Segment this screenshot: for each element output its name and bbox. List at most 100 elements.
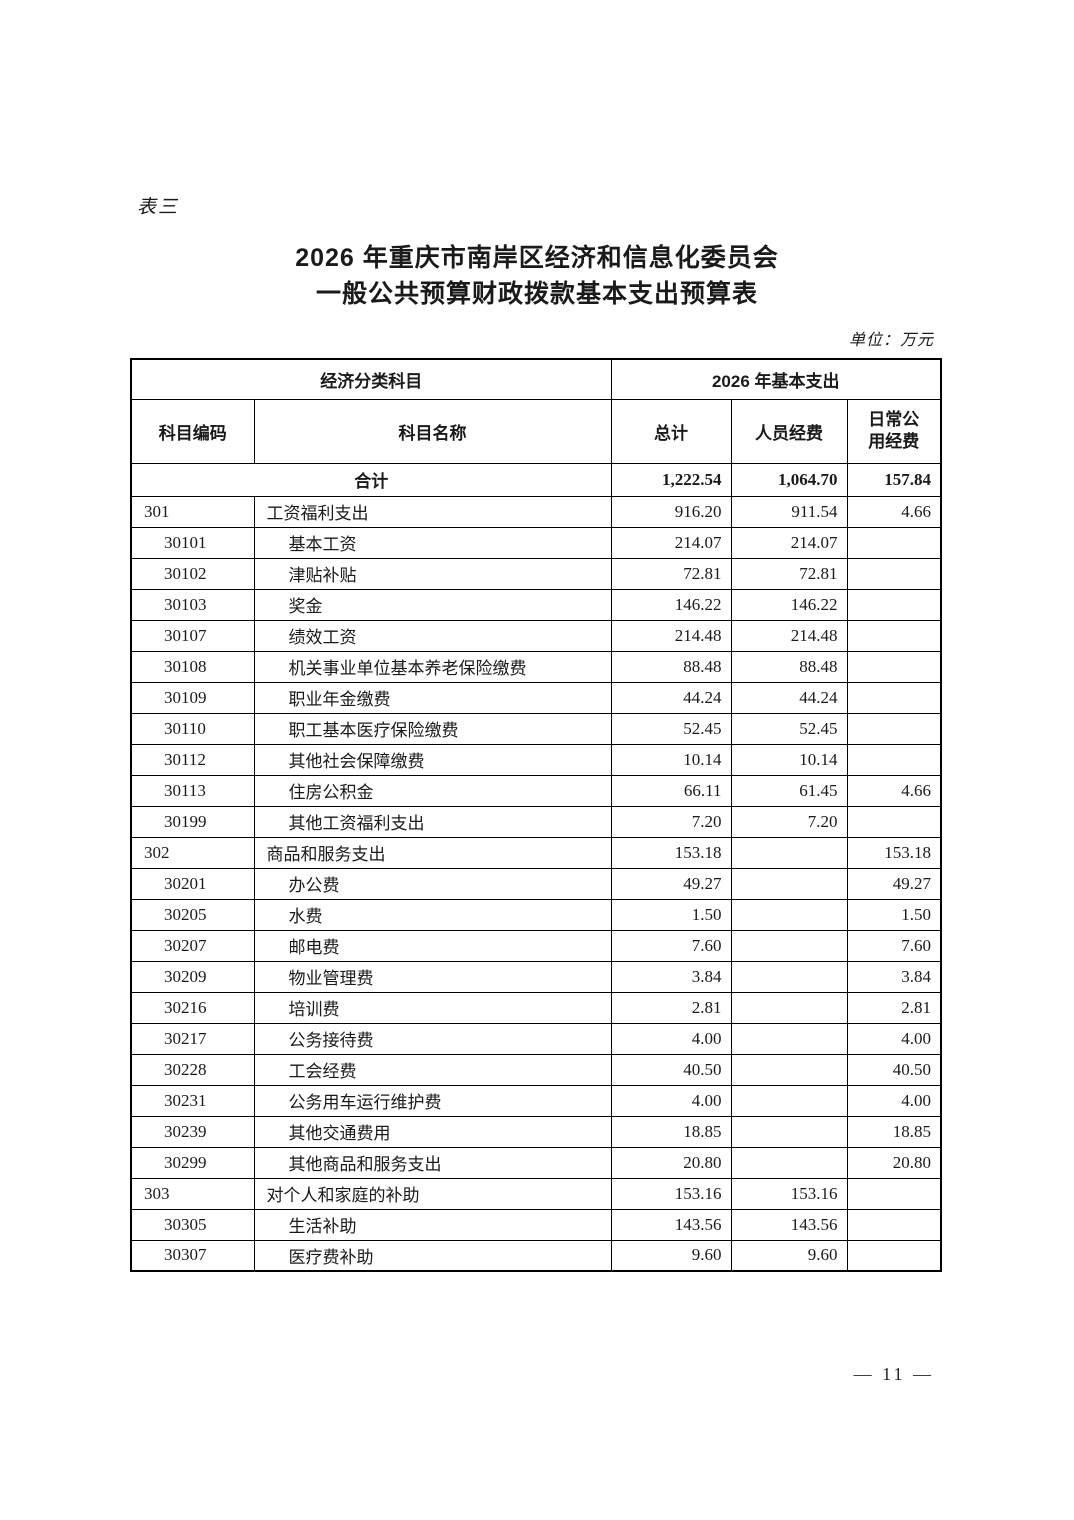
cell-daily-public-funds: 49.27 <box>846 867 942 900</box>
cell-total: 7.20 <box>610 805 732 838</box>
cell-personnel-funds: 153.16 <box>730 1177 848 1210</box>
cell-daily-public-funds: 18.85 <box>846 1115 942 1148</box>
cell-daily-public-funds: 4.00 <box>846 1084 942 1117</box>
cell-subject-name: 奖金 <box>253 588 612 621</box>
cell-subject-name: 工会经费 <box>253 1053 612 1086</box>
cell-daily-public-funds <box>846 681 942 714</box>
cell-total: 153.16 <box>610 1177 732 1210</box>
cell-daily-public-funds <box>846 805 942 838</box>
column-header-code: 科目编码 <box>130 398 255 464</box>
cell-subject-code: 30201 <box>130 867 255 900</box>
cell-subject-code: 30107 <box>130 619 255 652</box>
table-row: 30207 邮电费 7.60 7.60 <box>130 929 942 962</box>
total-row: 合计 1,222.54 1,064.70 157.84 <box>130 462 942 497</box>
total-row-label: 合计 <box>130 462 612 497</box>
cell-personnel-funds <box>730 1084 848 1117</box>
cell-total: 2.81 <box>610 991 732 1024</box>
table-row: 30307 医疗费补助 9.60 9.60 <box>130 1239 942 1272</box>
cell-subject-name: 水费 <box>253 898 612 931</box>
table-row: 303 对个人和家庭的补助 153.16 153.16 <box>130 1177 942 1210</box>
cell-subject-code: 30307 <box>130 1239 255 1272</box>
cell-subject-code: 30216 <box>130 991 255 1024</box>
unit-note: 单位：万元 <box>848 332 934 349</box>
table-row: 301 工资福利支出 916.20 911.54 4.66 <box>130 495 942 528</box>
budget-table: 经济分类科目 2026 年基本支出 科目编码 科目名称 总计 人员经费 日常公 … <box>130 358 942 1272</box>
cell-total: 52.45 <box>610 712 732 745</box>
table-row: 30239 其他交通费用 18.85 18.85 <box>130 1115 942 1148</box>
cell-daily-public-funds <box>846 526 942 559</box>
cell-subject-name: 邮电费 <box>253 929 612 962</box>
cell-total: 4.00 <box>610 1022 732 1055</box>
cell-subject-name: 基本工资 <box>253 526 612 559</box>
table-row: 30201 办公费 49.27 49.27 <box>130 867 942 900</box>
cell-subject-code: 30108 <box>130 650 255 683</box>
table-row: 30299 其他商品和服务支出 20.80 20.80 <box>130 1146 942 1179</box>
cell-personnel-funds <box>730 867 848 900</box>
cell-subject-code: 30239 <box>130 1115 255 1148</box>
column-header-daily-line1: 日常公 <box>868 410 920 429</box>
cell-total: 916.20 <box>610 495 732 528</box>
cell-daily-public-funds: 2.81 <box>846 991 942 1024</box>
cell-subject-name: 生活补助 <box>253 1208 612 1241</box>
cell-personnel-funds: 72.81 <box>730 557 848 590</box>
column-header-personnel: 人员经费 <box>730 398 848 464</box>
cell-daily-public-funds: 1.50 <box>846 898 942 931</box>
cell-total: 49.27 <box>610 867 732 900</box>
cell-subject-code: 30199 <box>130 805 255 838</box>
column-header-name: 科目名称 <box>253 398 612 464</box>
cell-subject-name: 办公费 <box>253 867 612 900</box>
table-label: 表三 <box>137 197 180 218</box>
cell-total: 214.07 <box>610 526 732 559</box>
cell-subject-name: 其他工资福利支出 <box>253 805 612 838</box>
cell-personnel-funds: 88.48 <box>730 650 848 683</box>
cell-daily-public-funds <box>846 743 942 776</box>
cell-personnel-funds: 911.54 <box>730 495 848 528</box>
cell-subject-name: 工资福利支出 <box>253 495 612 528</box>
cell-total: 4.00 <box>610 1084 732 1117</box>
cell-personnel-funds: 9.60 <box>730 1239 848 1272</box>
cell-personnel-funds: 52.45 <box>730 712 848 745</box>
cell-total: 18.85 <box>610 1115 732 1148</box>
table-row: 30108 机关事业单位基本养老保险缴费 88.48 88.48 <box>130 650 942 683</box>
cell-subject-code: 30228 <box>130 1053 255 1086</box>
cell-total: 143.56 <box>610 1208 732 1241</box>
cell-total: 20.80 <box>610 1146 732 1179</box>
cell-personnel-funds: 7.20 <box>730 805 848 838</box>
table-row: 30228 工会经费 40.50 40.50 <box>130 1053 942 1086</box>
cell-personnel-funds <box>730 991 848 1024</box>
cell-daily-public-funds: 40.50 <box>846 1053 942 1086</box>
cell-subject-name: 培训费 <box>253 991 612 1024</box>
cell-subject-name: 公务接待费 <box>253 1022 612 1055</box>
cell-subject-code: 30207 <box>130 929 255 962</box>
cell-subject-code: 30109 <box>130 681 255 714</box>
table-row: 30217 公务接待费 4.00 4.00 <box>130 1022 942 1055</box>
cell-total: 214.48 <box>610 619 732 652</box>
cell-subject-code: 30217 <box>130 1022 255 1055</box>
cell-personnel-funds <box>730 929 848 962</box>
column-header-daily-line2: 用经费 <box>868 432 920 451</box>
cell-subject-code: 303 <box>130 1177 255 1210</box>
table-row: 30110 职工基本医疗保险缴费 52.45 52.45 <box>130 712 942 745</box>
cell-subject-name: 职工基本医疗保险缴费 <box>253 712 612 745</box>
cell-personnel-funds <box>730 1022 848 1055</box>
table-row: 302 商品和服务支出 153.18 153.18 <box>130 836 942 869</box>
header-columns-row: 科目编码 科目名称 总计 人员经费 日常公 用经费 <box>130 398 942 464</box>
cell-daily-public-funds <box>846 1208 942 1241</box>
column-header-total: 总计 <box>610 398 732 464</box>
cell-daily-public-funds <box>846 557 942 590</box>
table-row: 30112 其他社会保障缴费 10.14 10.14 <box>130 743 942 776</box>
title-line-2: 一般公共预算财政拨款基本支出预算表 <box>315 280 758 308</box>
cell-subject-name: 机关事业单位基本养老保险缴费 <box>253 650 612 683</box>
cell-total: 9.60 <box>610 1239 732 1272</box>
cell-total: 66.11 <box>610 774 732 807</box>
cell-personnel-funds: 61.45 <box>730 774 848 807</box>
table-row: 30102 津贴补贴 72.81 72.81 <box>130 557 942 590</box>
cell-total: 153.18 <box>610 836 732 869</box>
cell-daily-public-funds: 4.66 <box>846 774 942 807</box>
cell-personnel-funds <box>730 1146 848 1179</box>
cell-personnel-funds: 146.22 <box>730 588 848 621</box>
header-group-row: 经济分类科目 2026 年基本支出 <box>130 358 942 400</box>
table-body: 合计 1,222.54 1,064.70 157.84 301 工资福利支出 916… <box>130 462 942 1272</box>
cell-subject-code: 30209 <box>130 960 255 993</box>
